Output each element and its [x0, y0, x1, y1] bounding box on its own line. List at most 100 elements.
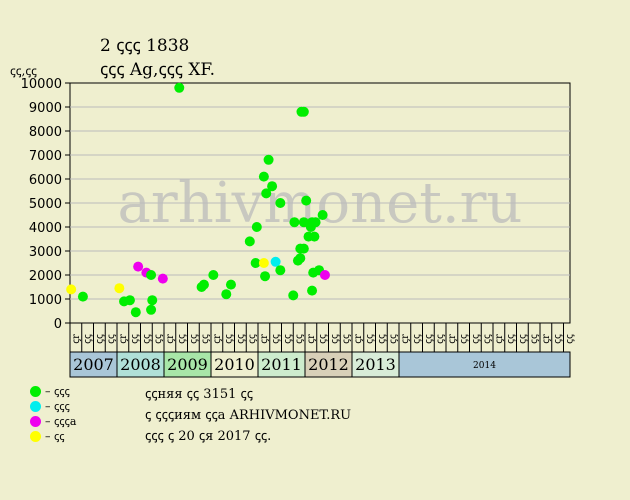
- data-point: [114, 283, 125, 294]
- data-point: [225, 279, 236, 290]
- quarter-label: ꞔꞔ: [177, 334, 188, 344]
- quarter-label: ꞔꞔ: [376, 334, 387, 344]
- year-cell: [210, 351, 259, 378]
- quarter-label: ꞔꞔ: [271, 334, 282, 344]
- data-point: [319, 270, 330, 280]
- y-tick-label: 3000: [29, 245, 62, 260]
- data-point: [130, 307, 141, 318]
- quarter-label: ꞔr: [400, 334, 411, 344]
- quarter-label: ꞔꞔ: [329, 334, 340, 344]
- year-label: 2011: [261, 355, 302, 374]
- data-point: [260, 271, 271, 282]
- average-price-note: ꞔꞔняя ꞔꞔ 3151 ꞔꞔ: [145, 387, 253, 402]
- quarter-label: ꞔꞔ: [423, 334, 434, 344]
- quarter-label: ꞔꞔ: [470, 334, 481, 344]
- year-cell: [116, 351, 165, 378]
- legend-item: – ꞔꞔ: [30, 429, 76, 444]
- data-point: [174, 82, 185, 93]
- data-point: [267, 181, 278, 192]
- year-cell: [69, 351, 118, 378]
- data-point: [317, 210, 328, 220]
- year-cell: [304, 351, 353, 378]
- data-point: [261, 188, 272, 199]
- legend-item: – ꞔꞔꞔ: [30, 384, 76, 399]
- data-point: [146, 304, 157, 315]
- data-point: [298, 106, 309, 117]
- year-label: 2010: [214, 355, 255, 374]
- quarter-label: ꞔꞔ: [517, 334, 528, 344]
- y-tick-label: 10000: [21, 77, 62, 92]
- data-point: [275, 265, 286, 276]
- year-label: 2007: [73, 355, 114, 374]
- data-point: [298, 243, 309, 254]
- quarter-label: ꞔꞔ: [482, 334, 493, 344]
- data-point: [288, 290, 299, 301]
- legend-label: – ꞔꞔꞔa: [45, 415, 77, 428]
- legend-label: – ꞔꞔꞔ: [45, 385, 70, 398]
- data-point: [289, 217, 300, 228]
- data-point: [221, 289, 232, 300]
- data-point: [250, 258, 261, 268]
- year-label: 2009: [167, 355, 208, 374]
- data-point: [251, 222, 262, 232]
- data-point: [146, 270, 157, 280]
- legend-label: – ꞔꞔꞔ: [45, 400, 70, 413]
- legend-item: – ꞔꞔꞔ: [30, 399, 76, 414]
- quarter-label: ꞔꞔ: [200, 334, 211, 344]
- legend: – ꞔꞔꞔ – ꞔꞔꞔ – ꞔꞔꞔa – ꞔꞔ: [30, 384, 76, 444]
- quarter-label: ꞔꞔ: [130, 334, 141, 344]
- quarter-label: ꞔꞔ: [224, 334, 235, 344]
- legend-item: – ꞔꞔꞔa: [30, 414, 76, 429]
- y-axis-unit-label: ꞔꞔ,ꞔꞔ: [10, 64, 37, 78]
- quarter-label: ꞔr: [541, 334, 552, 344]
- year-cell: [257, 351, 306, 378]
- data-point: [198, 279, 209, 290]
- quarter-label: ꞔꞔ: [435, 334, 446, 344]
- quarter-label: ꞔꞔ: [388, 334, 399, 344]
- quarter-label: ꞔꞔ: [247, 334, 258, 344]
- data-point: [307, 285, 318, 296]
- quarter-label: ꞔꞔ: [106, 334, 117, 344]
- data-point: [157, 273, 168, 284]
- y-tick-label: 9000: [29, 101, 62, 116]
- data-point: [295, 253, 306, 264]
- quarter-label: ꞔꞔ: [341, 334, 352, 344]
- data-point: [244, 236, 255, 247]
- y-tick-label: 7000: [29, 149, 62, 164]
- y-tick-label: 8000: [29, 125, 62, 140]
- data-point: [301, 195, 312, 206]
- data-point: [133, 261, 144, 272]
- y-tick-label: 5000: [29, 197, 62, 212]
- quarter-label: ꞔꞔ: [318, 334, 329, 344]
- data-point: [258, 258, 269, 268]
- quarter-label: ꞔꞔ: [153, 334, 164, 344]
- legend-marker-icon: [30, 386, 41, 397]
- quarter-label: ꞔr: [212, 334, 223, 344]
- quarter-label: ꞔr: [165, 334, 176, 344]
- y-tick-label: 1000: [29, 293, 62, 308]
- quarter-label: ꞔꞔ: [553, 334, 564, 344]
- quarter-label: ꞔꞔ: [141, 334, 152, 344]
- quarter-label: ꞔr: [259, 334, 270, 344]
- quarter-label: ꞔr: [494, 334, 505, 344]
- quarter-label: ꞔr: [306, 334, 317, 344]
- quarter-label: ꞔꞔ: [94, 334, 105, 344]
- legend-marker-icon: [30, 401, 41, 412]
- year-cell: [163, 351, 212, 378]
- year-label: 2013: [355, 355, 396, 374]
- quarter-label: ꞔꞔ: [282, 334, 293, 344]
- quarter-label: ꞔꞔ: [294, 334, 305, 344]
- data-point: [309, 231, 320, 242]
- quarter-label: ꞔr: [118, 334, 129, 344]
- data-point: [310, 217, 321, 228]
- chart-title: 2 ꞔꞔꞔ 1838: [100, 36, 190, 56]
- quarter-label: ꞔꞔ: [529, 334, 540, 344]
- y-tick-label: 4000: [29, 221, 62, 236]
- quarter-label: ꞔꞔ: [459, 334, 470, 344]
- quarter-label: ꞔꞔ: [506, 334, 517, 344]
- chart-subtitle: ꞔꞔꞔ Ag,ꞔꞔꞔ XF.: [100, 60, 215, 80]
- data-point: [66, 284, 77, 295]
- data-point: [270, 256, 281, 267]
- quarter-label: ꞔꞔ: [564, 334, 575, 344]
